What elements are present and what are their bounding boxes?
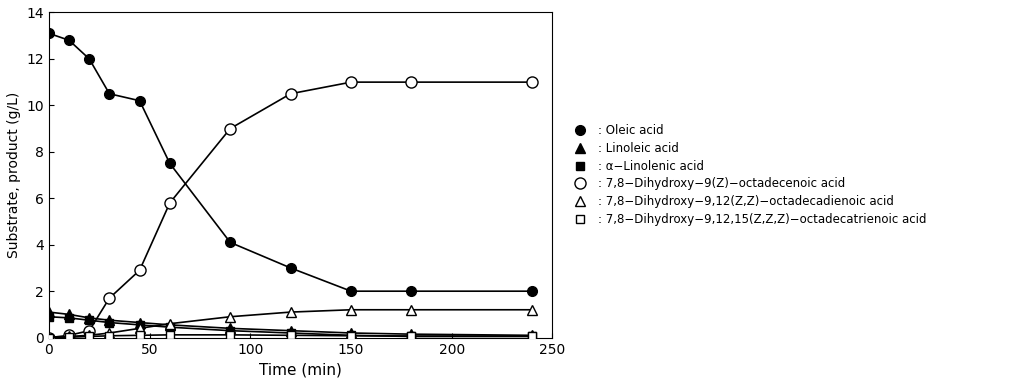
X-axis label: Time (min): Time (min) bbox=[259, 362, 342, 377]
Legend: : Oleic acid, : Linoleic acid, : α−Linolenic acid, : 7,8−Dihydroxy−9(Z)−octadece: : Oleic acid, : Linoleic acid, : α−Linol… bbox=[564, 119, 931, 230]
Y-axis label: Substrate, product (g/L): Substrate, product (g/L) bbox=[7, 92, 20, 258]
